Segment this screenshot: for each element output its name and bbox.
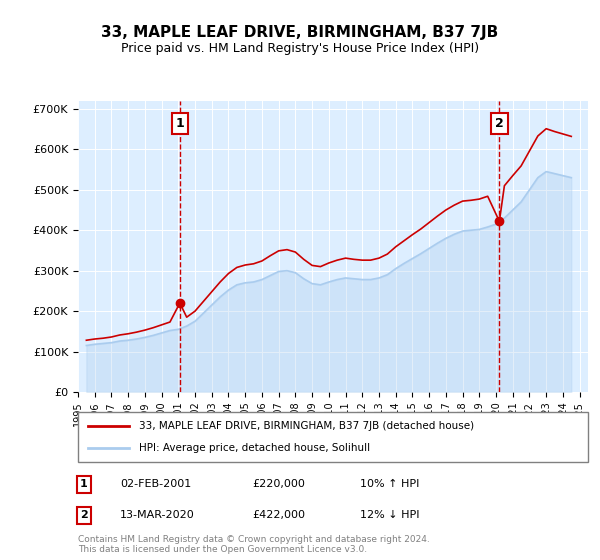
FancyBboxPatch shape — [78, 412, 588, 462]
Text: 02-FEB-2001: 02-FEB-2001 — [120, 479, 191, 489]
Text: £220,000: £220,000 — [252, 479, 305, 489]
Text: Contains HM Land Registry data © Crown copyright and database right 2024.
This d: Contains HM Land Registry data © Crown c… — [78, 535, 430, 554]
Text: £422,000: £422,000 — [252, 510, 305, 520]
Text: 13-MAR-2020: 13-MAR-2020 — [120, 510, 195, 520]
Text: 1: 1 — [175, 117, 184, 130]
Text: 2: 2 — [495, 117, 504, 130]
Text: Price paid vs. HM Land Registry's House Price Index (HPI): Price paid vs. HM Land Registry's House … — [121, 42, 479, 55]
Text: 12% ↓ HPI: 12% ↓ HPI — [360, 510, 419, 520]
Text: 2: 2 — [80, 510, 88, 520]
Text: 10% ↑ HPI: 10% ↑ HPI — [360, 479, 419, 489]
Text: HPI: Average price, detached house, Solihull: HPI: Average price, detached house, Soli… — [139, 443, 370, 453]
Text: 33, MAPLE LEAF DRIVE, BIRMINGHAM, B37 7JB (detached house): 33, MAPLE LEAF DRIVE, BIRMINGHAM, B37 7J… — [139, 421, 475, 431]
Text: 33, MAPLE LEAF DRIVE, BIRMINGHAM, B37 7JB: 33, MAPLE LEAF DRIVE, BIRMINGHAM, B37 7J… — [101, 25, 499, 40]
Text: 1: 1 — [80, 479, 88, 489]
